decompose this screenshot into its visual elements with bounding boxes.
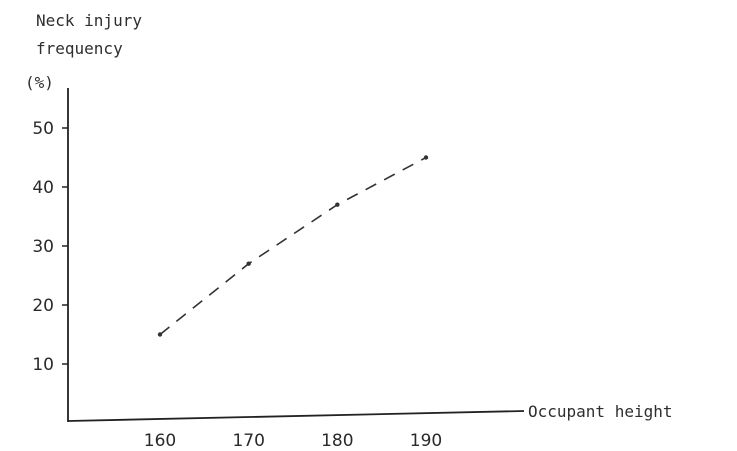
- y-axis-unit: (%): [25, 73, 54, 92]
- data-point: [423, 155, 429, 160]
- y-tick-label: 40: [32, 178, 54, 198]
- x-axis-label: Occupant height: [528, 402, 673, 421]
- x-tick-label: 160: [144, 431, 176, 451]
- y-axis-label-line-2: frequency: [36, 39, 123, 58]
- x-ticks: 160 170 180 190: [144, 431, 442, 451]
- y-tick-label: 20: [32, 296, 54, 316]
- series-layer: [157, 155, 429, 337]
- y-ticks: 10 20 30 40 50: [32, 119, 68, 375]
- series-line: [159, 156, 427, 336]
- data-point: [335, 202, 340, 207]
- x-tick-label: 190: [410, 431, 442, 451]
- y-axis-label-line-1: Neck injury: [36, 11, 142, 30]
- data-point: [246, 261, 251, 266]
- y-tick-label: 30: [32, 237, 54, 257]
- x-axis: [67, 410, 525, 422]
- x-tick-label: 170: [232, 431, 264, 451]
- y-tick-label: 10: [32, 355, 54, 375]
- x-tick-label: 180: [321, 431, 353, 451]
- data-point: [157, 332, 163, 337]
- y-tick-label: 50: [32, 119, 54, 139]
